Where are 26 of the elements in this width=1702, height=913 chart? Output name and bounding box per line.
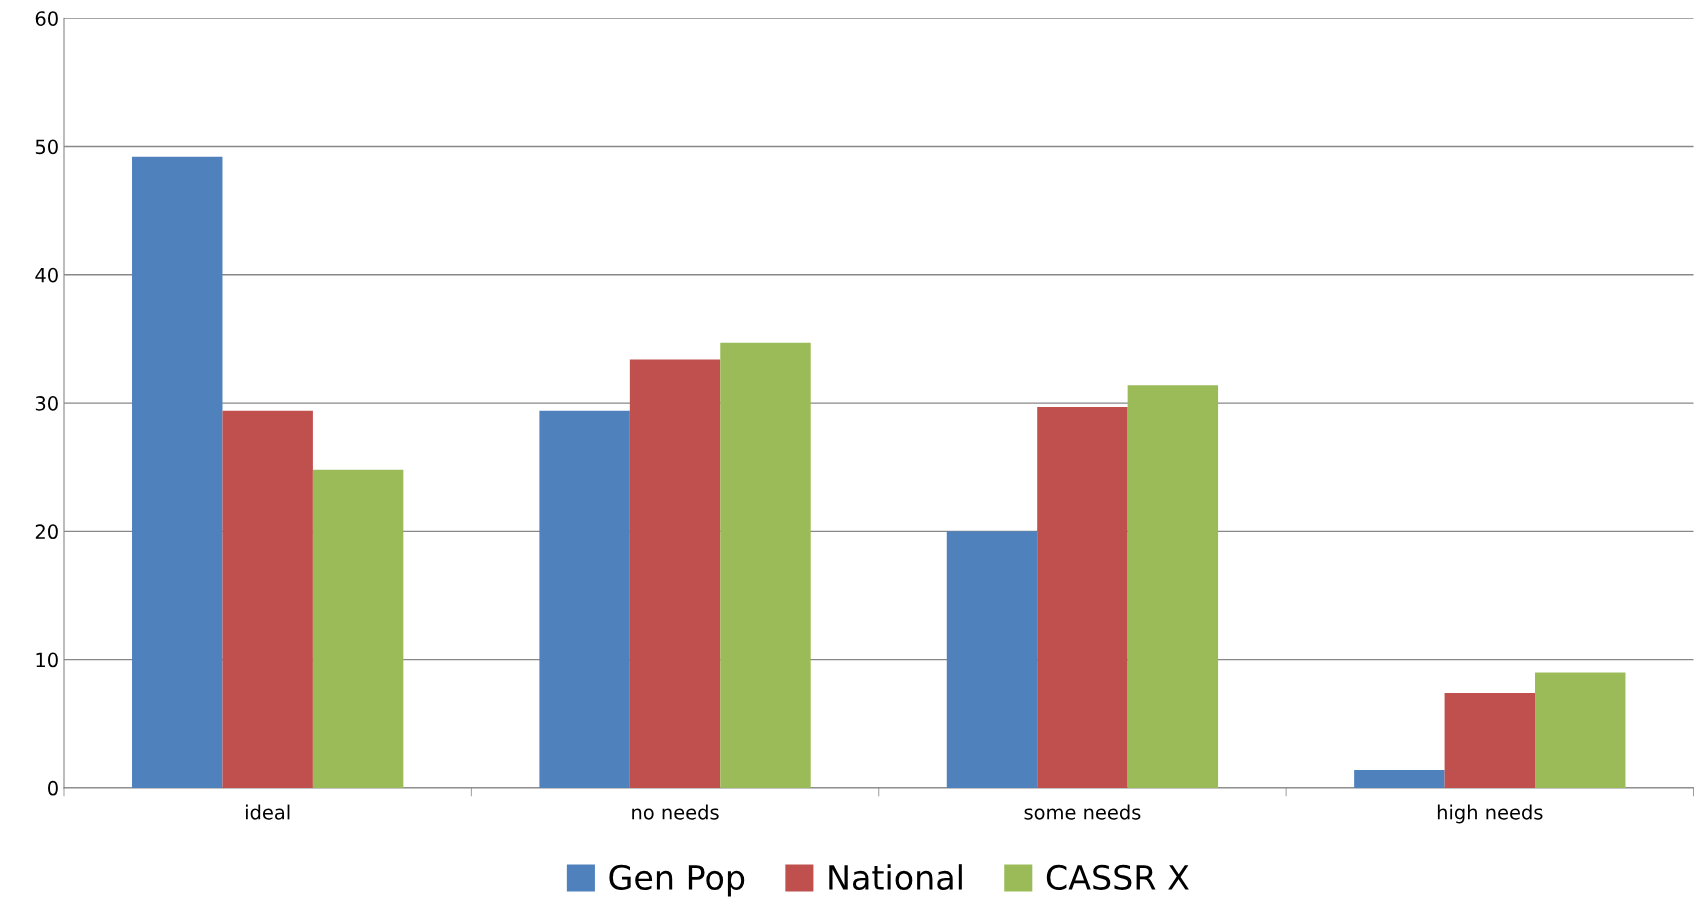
y-tick-label: 20 [35,524,58,540]
bar [720,342,811,788]
legend-label: National [829,864,962,890]
bar [1127,385,1219,788]
y-tick-label: 0 [48,780,58,796]
bar [1444,692,1536,788]
x-tick-label: ideal [246,804,290,820]
bar [222,410,313,788]
bar [539,410,630,788]
legend-label: CASSR X [1046,864,1189,890]
x-tick-label: no needs [632,804,719,820]
bar [1037,406,1128,788]
y-tick-label: 10 [36,652,58,668]
bar [946,531,1038,788]
bar [629,359,721,788]
bar [132,156,223,788]
legend-label: Gen Pop [609,864,745,897]
y-tick-label: 30 [35,396,58,411]
x-tick-label: some needs [1024,804,1141,820]
y-tick-label: 50 [35,139,58,155]
y-tick-label: 60 [35,11,58,26]
bar [1535,672,1626,788]
y-tick-label: 40 [35,267,58,283]
bar [1354,769,1445,788]
bar [312,469,404,788]
x-tick-label: high needs [1437,804,1543,824]
